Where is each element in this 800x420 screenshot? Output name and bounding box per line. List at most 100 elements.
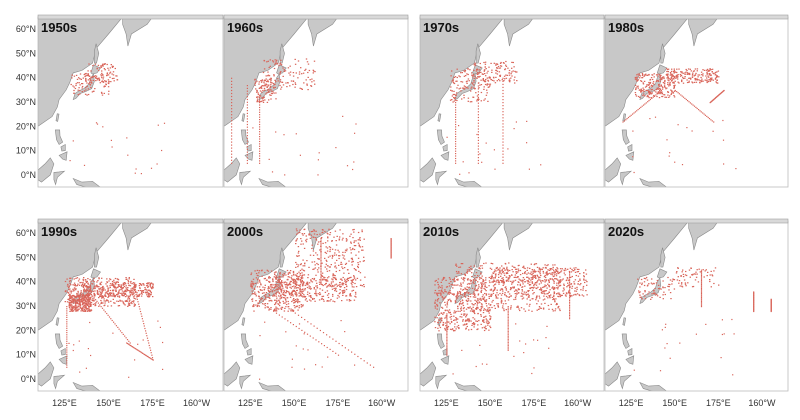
track-point (89, 302, 92, 304)
track-point (133, 300, 135, 302)
track-point (473, 81, 475, 83)
track-point (138, 350, 140, 352)
track-point (274, 273, 276, 276)
track-point (358, 244, 360, 246)
track-point (101, 277, 103, 279)
track-point (445, 325, 447, 327)
track-point (280, 286, 282, 288)
track-point (231, 80, 233, 82)
track-point (289, 74, 291, 76)
track-point (482, 79, 484, 81)
track-point (475, 77, 478, 79)
track-point (272, 82, 275, 85)
track-point (73, 300, 75, 302)
track-point (551, 287, 553, 289)
track-point (320, 277, 322, 279)
track-point (98, 277, 100, 279)
track-point (537, 280, 539, 282)
track-point (455, 155, 457, 157)
track-point (585, 290, 587, 292)
track-point (78, 297, 81, 299)
track-point (231, 147, 233, 149)
track-point (104, 63, 106, 65)
track-point (635, 79, 637, 81)
track-point (344, 347, 346, 349)
track-point (320, 272, 322, 274)
track-point (100, 65, 102, 67)
track-point (256, 305, 258, 308)
track-point (305, 79, 307, 81)
track-point (715, 71, 717, 73)
track-point (529, 287, 531, 290)
track-point (299, 289, 301, 291)
track-point (546, 271, 548, 273)
track-point (70, 296, 73, 298)
track-point (102, 63, 104, 65)
track-point (473, 304, 475, 306)
track-point (145, 285, 148, 287)
track-point (162, 368, 164, 370)
track-point (334, 230, 337, 232)
track-point (335, 278, 337, 280)
track-point (716, 82, 718, 84)
track-point (328, 228, 330, 230)
track-point (257, 290, 260, 293)
track-point (149, 290, 151, 292)
track-point (82, 310, 85, 312)
track-point (315, 294, 317, 296)
track-point (502, 126, 504, 128)
track-point (264, 299, 266, 301)
track-point (502, 267, 504, 269)
track-point (86, 299, 89, 301)
track-point (523, 308, 525, 310)
track-point (125, 291, 127, 293)
track-point (439, 292, 442, 294)
track-point (455, 319, 457, 321)
track-point (301, 283, 304, 285)
track-point (471, 287, 474, 289)
track-point (99, 304, 101, 306)
track-point (332, 295, 334, 297)
track-point (553, 275, 555, 277)
track-point (453, 315, 455, 317)
track-point (677, 78, 679, 80)
track-point (478, 98, 480, 100)
track-point (308, 299, 311, 301)
track-point (306, 84, 308, 86)
track-point (555, 268, 557, 271)
track-point (96, 77, 98, 79)
track-point (259, 116, 261, 118)
track-point (150, 167, 153, 169)
track-point (540, 287, 542, 289)
track-point (134, 298, 137, 300)
panel-header-bar (37, 218, 224, 224)
track-point (250, 280, 253, 282)
track-point (524, 272, 526, 275)
track-point (718, 76, 720, 78)
track-point (302, 348, 304, 350)
track-point (85, 89, 87, 91)
track-point (259, 378, 261, 380)
track-point (283, 302, 285, 304)
track-point (313, 288, 315, 290)
track-point (456, 99, 458, 102)
track-point (319, 293, 322, 295)
track-point (289, 85, 291, 87)
track-point (687, 100, 689, 102)
track-point (517, 270, 520, 272)
track-point (263, 89, 266, 91)
track-point (66, 360, 68, 362)
track-point (294, 274, 297, 276)
track-point (526, 276, 528, 278)
track-point (102, 76, 105, 78)
track-point (351, 281, 353, 283)
track-point (659, 75, 661, 77)
track-point (80, 310, 82, 312)
track-point (455, 116, 457, 118)
track-point (694, 78, 696, 80)
track-point (105, 291, 107, 293)
track-point (459, 302, 462, 304)
track-point (472, 282, 475, 284)
track-point (256, 89, 258, 91)
track-point (644, 74, 646, 77)
